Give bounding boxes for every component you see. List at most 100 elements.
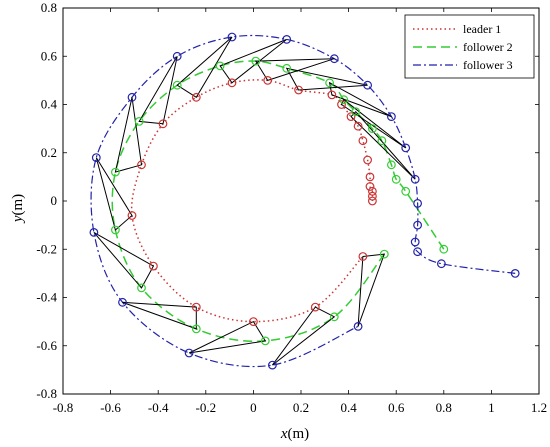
x-tick-label: 0.8 [436, 400, 452, 415]
formation-triangle [285, 67, 368, 91]
formation-triangle [114, 97, 143, 173]
legend-label-follower-3: follower 3 [463, 58, 513, 72]
leader-1-marker [327, 90, 337, 100]
leader-1-marker [358, 136, 368, 146]
follower-2-marker [377, 136, 387, 146]
follower-3-marker [118, 297, 127, 307]
leader-1-marker [248, 317, 258, 327]
formation-triangle [340, 98, 407, 149]
x-tick-label: 0.6 [388, 400, 405, 415]
formation-triangle [328, 81, 392, 118]
follower-2-marker [391, 174, 401, 184]
formation-triangle [271, 306, 336, 366]
follower-3-trajectory [90, 34, 516, 368]
leader-1-marker [158, 119, 168, 129]
leader-1-marker [365, 172, 375, 182]
axis-ticks: -0.8 -0.6 -0.4 -0.2 0 0.2 0.4 0.6 0.8 1 1.2 -0.8 -0.… [36, 0, 547, 415]
plot-content [89, 32, 520, 370]
follower-3-marker [363, 80, 373, 90]
follower-2-marker [339, 95, 349, 105]
leader-1-marker [337, 100, 346, 109]
follower-3-marker [510, 269, 520, 278]
follower-3-marker [410, 237, 420, 247]
follower-2-marker [368, 124, 377, 134]
follower-3-marker [268, 360, 277, 370]
follower-2-marker [439, 244, 449, 254]
x-tick-label: 1 [488, 400, 495, 415]
formation-triangle [138, 56, 178, 125]
follower-3-marker [413, 220, 423, 230]
leader-1-marker [368, 186, 377, 196]
follower-3-marker [127, 92, 137, 102]
y-tick-label: 0 [51, 193, 58, 208]
follower-2-marker [387, 160, 396, 170]
follower-2-trajectory [111, 60, 445, 343]
leader-1-marker [310, 302, 320, 312]
leader-1-marker [294, 85, 304, 95]
follower-3-marker [413, 198, 423, 208]
leader-1-marker [191, 92, 201, 102]
follower-2-marker [172, 80, 182, 90]
follower-2-marker [260, 336, 270, 346]
follower-3-marker [437, 259, 446, 269]
leader-1-trajectory [130, 79, 374, 323]
follower-2-marker [401, 186, 411, 196]
leader-1-marker [148, 261, 158, 271]
formation-triangle [93, 231, 155, 289]
y-tick-label: -0.2 [36, 241, 57, 256]
follower-3-marker [282, 35, 292, 44]
follower-2-marker [215, 61, 225, 71]
leader-1-marker [127, 211, 137, 220]
follower-2-marker [110, 167, 120, 177]
y-axis-label: y(m) [10, 194, 26, 224]
y-tick-label: -0.8 [36, 386, 57, 401]
y-tick-label: 0.6 [41, 48, 58, 63]
leader-1-marker [263, 75, 273, 85]
follower-3-marker [227, 32, 237, 42]
leader-1-marker [137, 160, 146, 170]
leader-1-marker [346, 112, 356, 121]
formation-triangle [122, 301, 197, 330]
x-tick-label: 0.4 [340, 400, 357, 415]
x-tick-label: -0.6 [100, 400, 121, 415]
follower-2-marker [110, 225, 120, 235]
leader-1-marker [191, 302, 201, 312]
x-axis-label: x(m) [280, 426, 309, 442]
legend: leader 1 follower 2 follower 3 [404, 14, 535, 79]
y-tick-label: 0.8 [41, 0, 57, 15]
follower-3-marker [172, 51, 182, 61]
legend-label-follower-2: follower 2 [463, 40, 513, 54]
follower-3-marker [401, 143, 411, 153]
formation-triangle [357, 253, 386, 327]
x-tick-label: 0.2 [293, 400, 309, 415]
formation-triangle [176, 36, 233, 98]
follower-3-marker [91, 153, 101, 163]
follower-3-marker [89, 227, 99, 237]
follower-3-marker [387, 112, 396, 121]
follower-2-marker [329, 312, 339, 322]
leader-1-marker [368, 196, 377, 206]
follower-2-marker [251, 56, 261, 66]
formation-triangle [95, 157, 133, 231]
leader-1-marker [368, 191, 377, 201]
y-tick-label: -0.4 [36, 290, 57, 305]
x-tick-label: -0.2 [196, 400, 217, 415]
follower-3-marker [353, 322, 363, 331]
x-tick-label: 0 [250, 400, 257, 415]
follower-2-marker [282, 63, 292, 73]
leader-1-marker [353, 121, 363, 131]
leader-1-marker [358, 252, 368, 261]
follower-2-marker [351, 107, 361, 117]
legend-label-leader-1: leader 1 [463, 22, 501, 36]
follower-2-marker [325, 78, 335, 88]
follower-3-marker [329, 54, 339, 64]
follower-2-marker [137, 283, 146, 293]
leader-1-marker [363, 155, 373, 165]
follower-2-marker [379, 249, 389, 259]
follower-3-marker [184, 348, 194, 358]
legend-box [404, 14, 535, 79]
follower-2-marker [191, 324, 201, 334]
x-tick-label: -0.4 [148, 400, 169, 415]
follower-3-marker [410, 174, 420, 184]
